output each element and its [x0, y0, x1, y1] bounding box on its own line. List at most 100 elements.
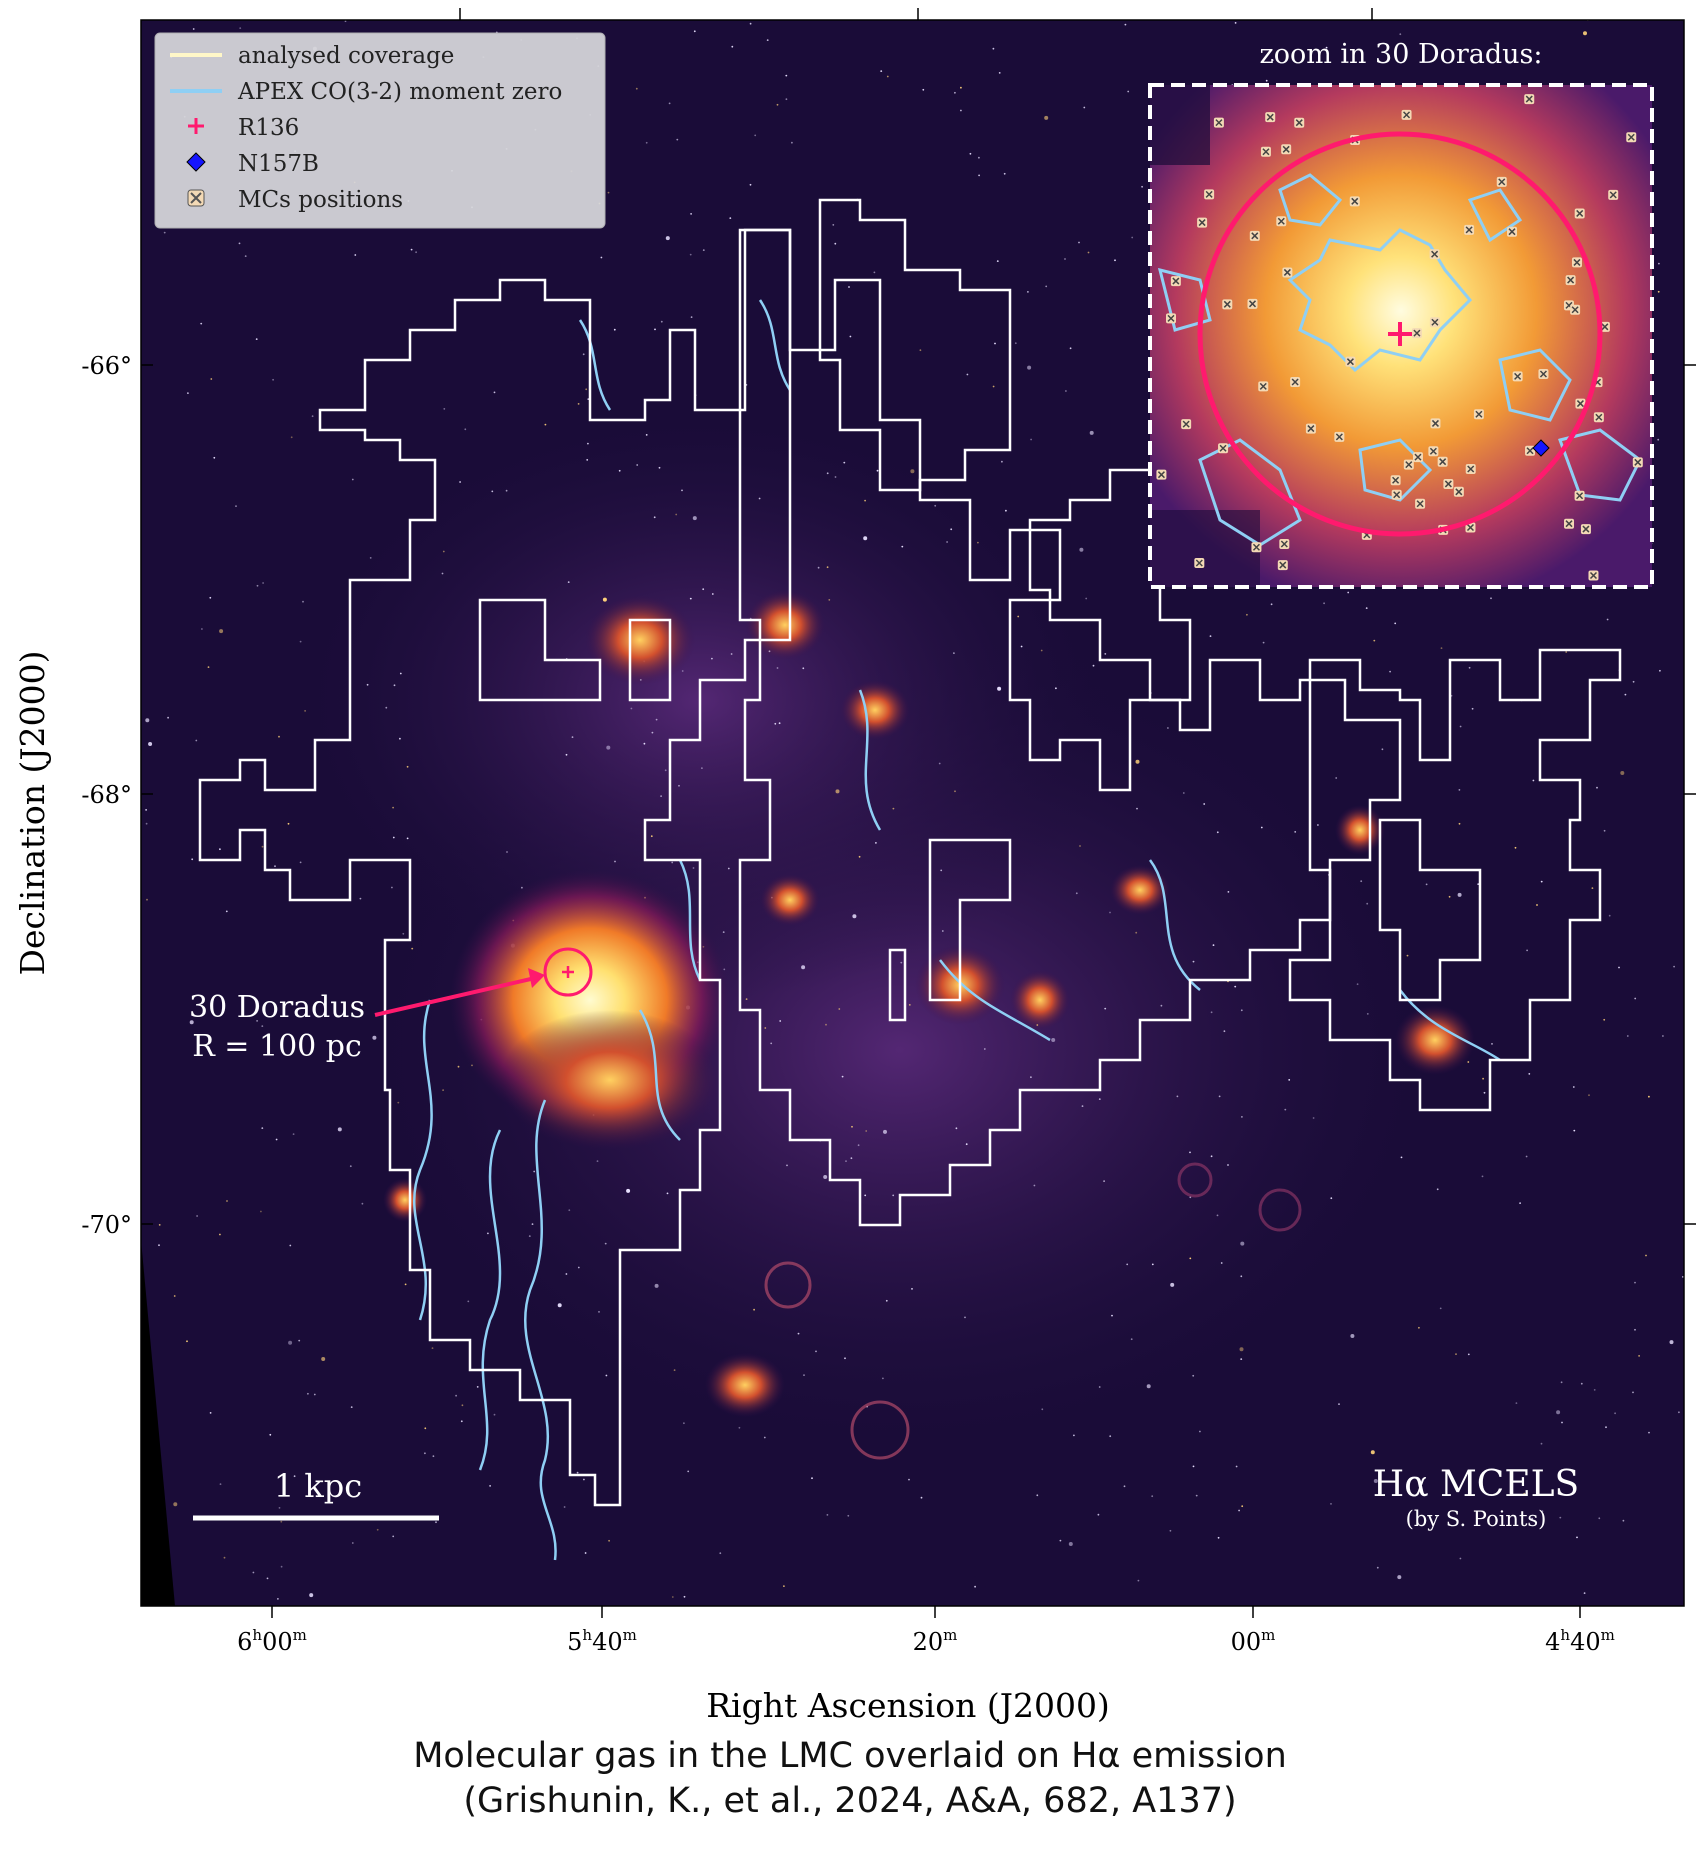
- legend-label-mc: MCs positions: [238, 187, 403, 213]
- star: [1312, 1117, 1315, 1119]
- annotation-arrow: [374, 976, 536, 1017]
- star: [1068, 1542, 1073, 1546]
- mc-position-marker: [1260, 146, 1271, 157]
- mc-position-marker: [1580, 524, 1591, 535]
- star: [1151, 1495, 1154, 1498]
- star: [838, 1008, 841, 1010]
- star: [1137, 1579, 1140, 1582]
- star: [602, 597, 607, 602]
- star: [1514, 846, 1517, 849]
- annotation-30dor-radius: R = 100 pc: [192, 1029, 362, 1064]
- star: [826, 1514, 829, 1516]
- star: [783, 1585, 785, 1587]
- star: [287, 822, 290, 825]
- mc-position-marker: [1507, 226, 1518, 237]
- star: [1580, 1382, 1583, 1385]
- mc-position-marker: [1390, 475, 1401, 486]
- star: [461, 1404, 464, 1407]
- star: [1089, 430, 1094, 435]
- star: [596, 1160, 599, 1162]
- star: [1234, 22, 1237, 24]
- star: [261, 845, 264, 848]
- star: [614, 860, 616, 863]
- coverage-outline: [738, 228, 1402, 1227]
- star: [1593, 1389, 1596, 1391]
- star: [1045, 285, 1048, 288]
- star: [1189, 1151, 1191, 1154]
- star: [255, 338, 258, 340]
- star: [173, 1502, 178, 1507]
- star: [803, 1374, 805, 1376]
- star: [1055, 687, 1057, 690]
- mc-position-marker: [1415, 498, 1426, 509]
- star: [1376, 1566, 1379, 1569]
- legend: analysed coverage APEX CO(3-2) moment ze…: [154, 32, 606, 229]
- inset-co-contour: [1467, 188, 1523, 243]
- star: [1083, 106, 1086, 109]
- star: [1532, 779, 1535, 782]
- star: [1176, 1095, 1179, 1098]
- star: [1241, 1116, 1243, 1118]
- star: [443, 408, 446, 410]
- star: [994, 342, 996, 345]
- star: [1531, 1517, 1533, 1520]
- star: [404, 1283, 407, 1286]
- star: [886, 75, 889, 78]
- star: [1210, 1155, 1213, 1158]
- star: [1170, 1282, 1175, 1287]
- star: [1365, 607, 1368, 609]
- star: [278, 1507, 281, 1509]
- star: [1235, 1465, 1238, 1468]
- emission-region: [705, 1353, 785, 1417]
- map-frame: [140, 19, 1685, 1607]
- star: [292, 1133, 295, 1135]
- star: [1468, 666, 1471, 669]
- star: [730, 653, 733, 655]
- star: [960, 109, 962, 112]
- star: [745, 998, 748, 1000]
- star: [605, 1374, 608, 1377]
- star: [1033, 1184, 1036, 1187]
- x-axis-label: Right Ascension (J2000): [706, 1686, 1110, 1725]
- mc-position-marker: [1213, 117, 1224, 128]
- star: [841, 1075, 844, 1078]
- star: [673, 1369, 676, 1371]
- star: [1209, 635, 1212, 637]
- coverage-outline: [888, 948, 907, 1022]
- star: [660, 320, 663, 323]
- star: [196, 1215, 199, 1217]
- star: [1203, 803, 1206, 805]
- mc-position-marker: [1247, 298, 1258, 309]
- star: [655, 718, 658, 721]
- star: [1455, 1353, 1457, 1355]
- star: [1111, 1314, 1113, 1317]
- mc-position-marker: [1290, 376, 1301, 387]
- star: [1216, 1214, 1219, 1217]
- star: [1079, 547, 1084, 552]
- star: [719, 1552, 722, 1555]
- star: [1366, 1013, 1369, 1015]
- mc-position-marker: [1281, 144, 1292, 155]
- star: [671, 1596, 674, 1598]
- star: [941, 930, 944, 932]
- star: [849, 335, 852, 338]
- mc-position-marker: [1524, 94, 1535, 105]
- star: [565, 1273, 568, 1275]
- star: [372, 1035, 377, 1040]
- star: [1192, 1374, 1195, 1377]
- mc-position-marker: [1401, 109, 1412, 120]
- star: [865, 1130, 868, 1132]
- star: [1540, 880, 1543, 883]
- star: [189, 1020, 194, 1025]
- legend-label-coverage: analysed coverage: [238, 43, 454, 69]
- mc-position-marker: [1428, 446, 1439, 457]
- star: [834, 242, 837, 245]
- star: [586, 459, 589, 461]
- star: [457, 1065, 460, 1068]
- star: [955, 1127, 958, 1130]
- mc-position-marker: [1575, 398, 1586, 409]
- star: [1227, 891, 1230, 893]
- star: [770, 1042, 773, 1045]
- star: [1040, 649, 1043, 652]
- star: [145, 809, 148, 811]
